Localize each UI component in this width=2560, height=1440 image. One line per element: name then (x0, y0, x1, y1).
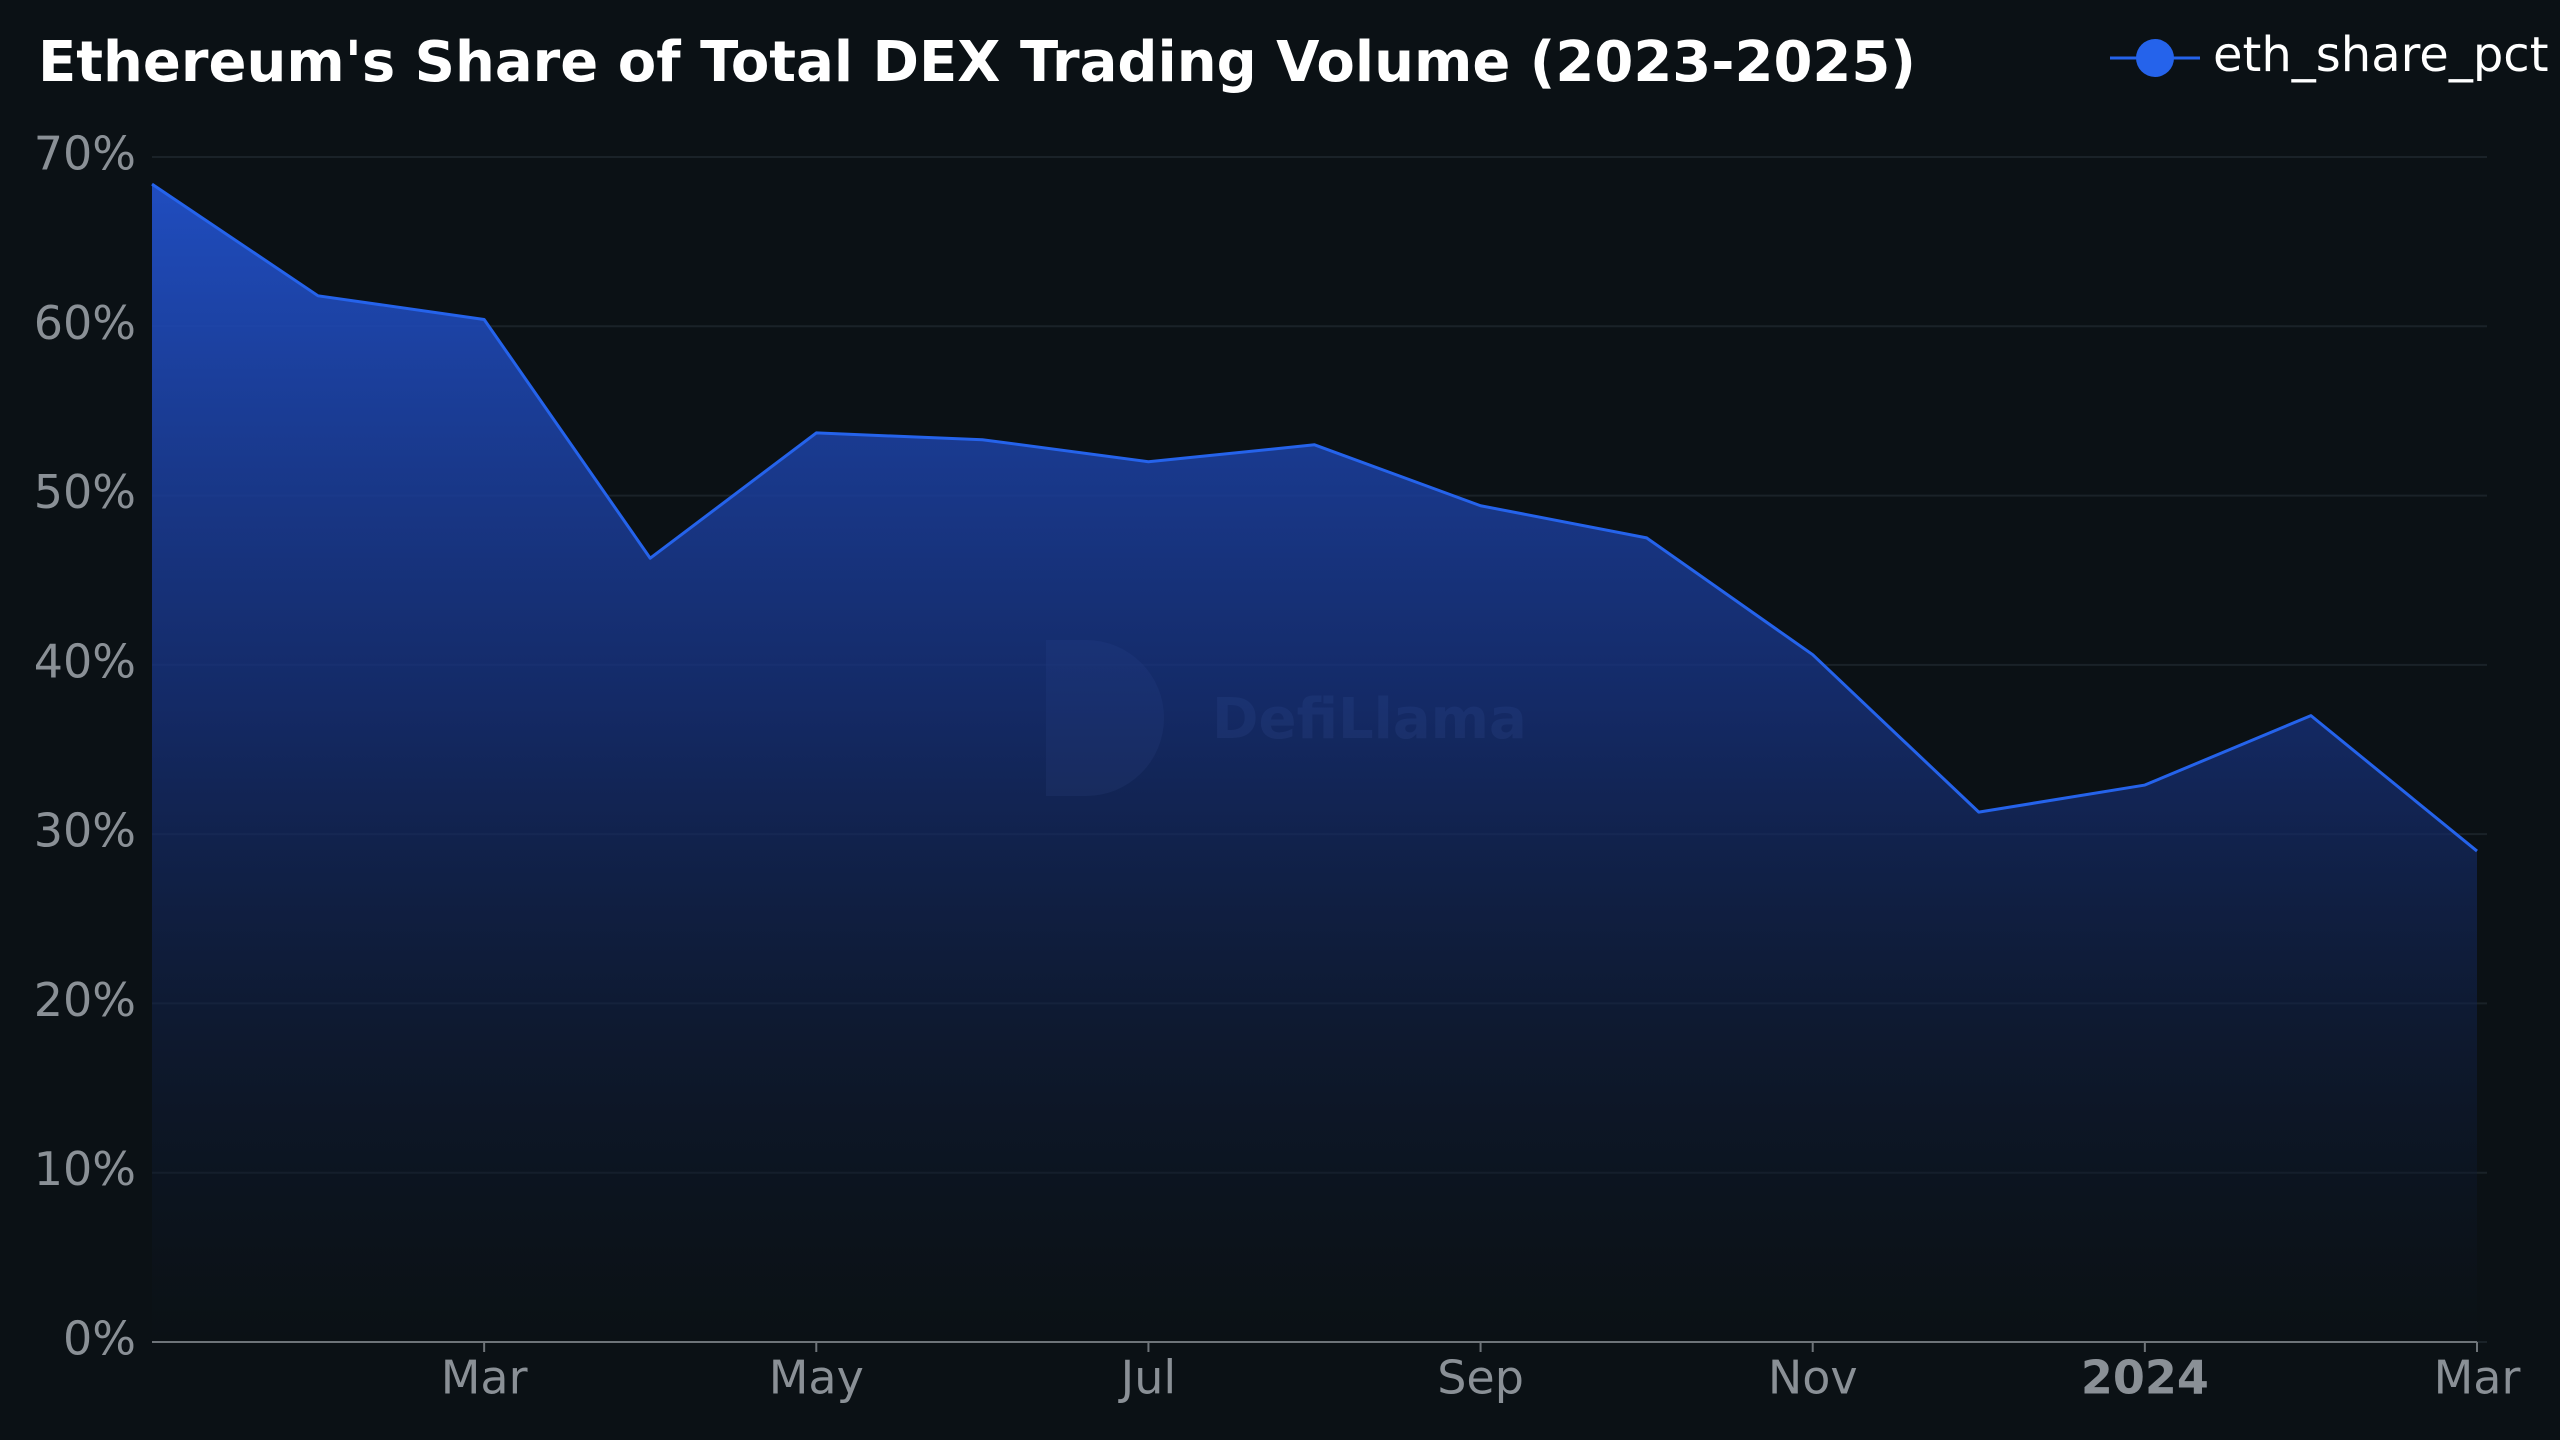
x-tick-label: 2024 (2081, 1351, 2209, 1405)
area-fill (152, 184, 2477, 1343)
y-tick-label: 0% (63, 1312, 136, 1366)
x-tick-label: Jul (1118, 1351, 1177, 1405)
y-tick-label: 60% (34, 296, 136, 350)
x-tick-label: Mar (441, 1351, 528, 1405)
x-tick-label: Nov (1768, 1351, 1858, 1405)
x-tick-label: May (769, 1351, 864, 1405)
y-tick-label: 40% (34, 634, 136, 688)
line (151, 182, 2478, 853)
y-tick-label: 50% (34, 465, 136, 519)
legend-marker (2136, 39, 2174, 77)
x-tick-label: Sep (1437, 1351, 1524, 1405)
chart-title: Ethereum's Share of Total DEX Trading Vo… (38, 30, 1916, 95)
y-tick-label: 70% (34, 127, 136, 181)
y-tick-label: 30% (34, 804, 136, 858)
x-tick-label: Mar (2434, 1351, 2521, 1405)
legend-label: eth_share_pct (2213, 27, 2549, 83)
legend-item: eth_share_pct (2110, 27, 2549, 83)
y-tick-label: 20% (34, 973, 136, 1027)
y-tick-label: 10% (34, 1142, 136, 1196)
